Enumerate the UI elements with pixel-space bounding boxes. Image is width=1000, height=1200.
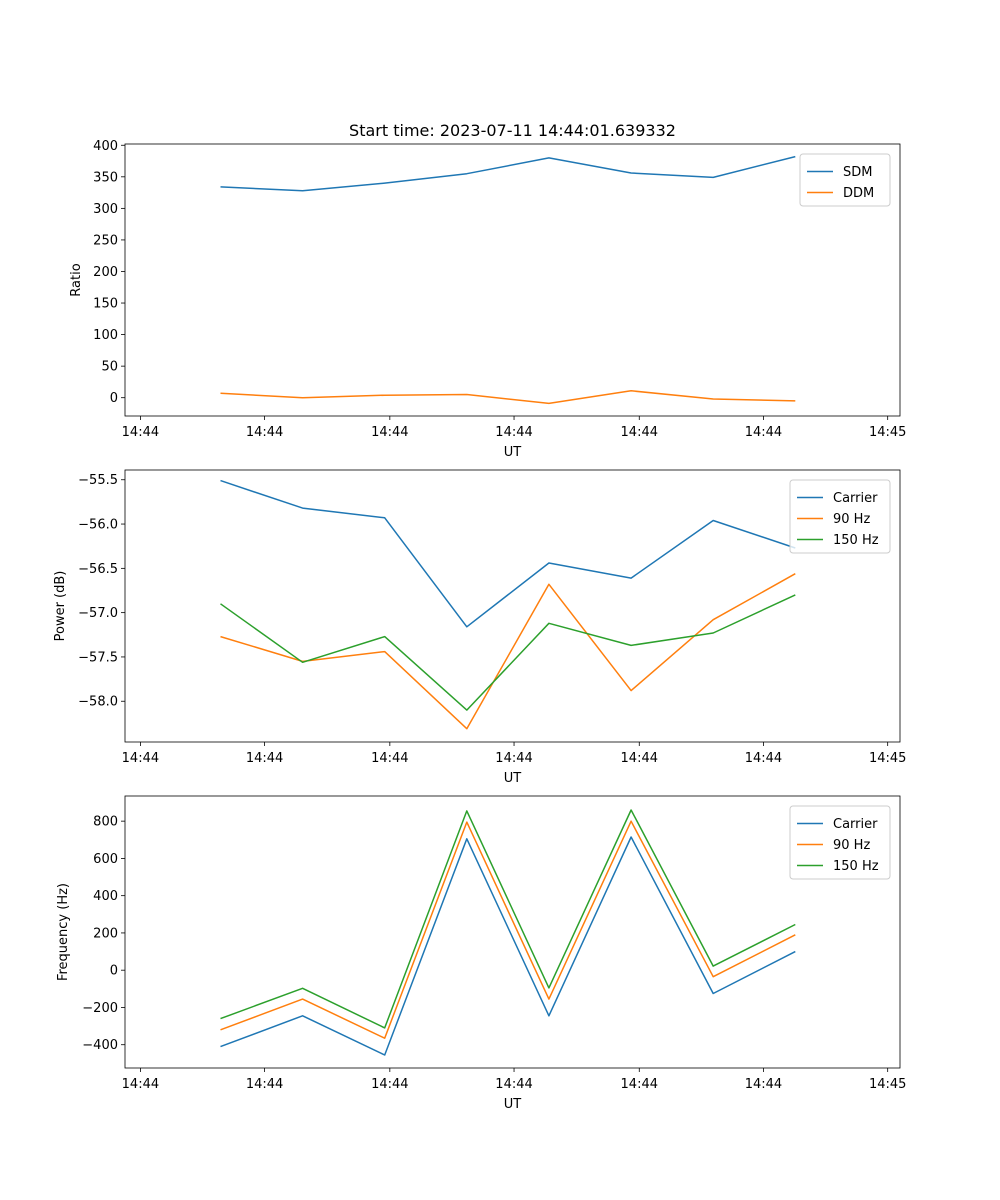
y-tick-label: −57.5: [78, 650, 118, 665]
series-line-ddm: [220, 390, 796, 405]
x-tick-label: 14:44: [246, 425, 283, 440]
series-line-90-hz: [220, 820, 796, 1039]
x-tick-label: 14:44: [122, 1077, 159, 1092]
y-tick-label: 250: [93, 233, 118, 248]
y-tick-label: −58.0: [78, 695, 118, 710]
y-tick-label: 400: [93, 889, 118, 904]
x-tick-label: 14:45: [869, 1077, 906, 1092]
x-tick-label: 14:44: [495, 751, 532, 766]
series-line-90-hz: [220, 573, 796, 730]
legend-label-90-hz: 90 Hz: [833, 838, 870, 853]
x-axis-label: UT: [504, 445, 522, 460]
legend: Carrier 90 Hz 150 Hz: [789, 479, 891, 554]
x-tick-label: 14:45: [869, 425, 906, 440]
y-axis-label: Power (dB): [53, 571, 68, 642]
series-line-150-hz: [220, 594, 796, 711]
x-tick-label: 14:44: [621, 751, 658, 766]
legend: Carrier 90 Hz 150 Hz: [789, 805, 891, 880]
y-tick-label: 400: [93, 139, 118, 154]
x-tick-label: 14:44: [621, 425, 658, 440]
x-tick-label: 14:44: [371, 1077, 408, 1092]
axes-frame: [124, 469, 901, 743]
y-axis-label: Ratio: [69, 263, 84, 296]
y-tick-label: −200: [82, 1001, 118, 1016]
y-tick-label: 300: [93, 202, 118, 217]
x-tick-label: 14:44: [495, 1077, 532, 1092]
y-tick-label: 200: [93, 926, 118, 941]
frequency-chart: 14:44 14:44 14:44 14:44 14:44 14:44 14:45 −400 −…: [56, 795, 906, 1112]
y-tick-label: −55.5: [78, 473, 118, 488]
y-tick-label: −56.0: [78, 518, 118, 533]
series-line-sdm: [220, 155, 796, 192]
x-tick-label: 14:44: [745, 1077, 782, 1092]
x-tick-label: 14:44: [371, 425, 408, 440]
x-tick-label: 14:44: [621, 1077, 658, 1092]
legend-label-150-hz: 150 Hz: [833, 859, 879, 874]
y-tick-label: −57.0: [78, 606, 118, 621]
y-tick-label: 150: [93, 297, 118, 312]
ratio-chart: 14:44 14:44 14:44 14:44 14:44 14:44 14:45 0 50 10…: [69, 139, 906, 460]
x-tick-label: 14:44: [122, 425, 159, 440]
y-tick-label: 100: [93, 328, 118, 343]
series-line-150-hz: [220, 809, 796, 1029]
legend-label-90-hz: 90 Hz: [833, 512, 870, 527]
y-tick-label: 600: [93, 852, 118, 867]
x-tick-label: 14:44: [745, 751, 782, 766]
x-tick-label: 14:44: [495, 425, 532, 440]
series-line-carrier: [220, 836, 796, 1056]
x-tick-label: 14:45: [869, 751, 906, 766]
legend-label-ddm: DDM: [843, 186, 874, 201]
series-line-carrier: [220, 479, 796, 628]
legend-label-carrier: Carrier: [833, 491, 878, 506]
legend-label-sdm: SDM: [843, 165, 872, 180]
axes-frame: [124, 143, 901, 417]
legend-label-carrier: Carrier: [833, 817, 878, 832]
x-tick-label: 14:44: [246, 751, 283, 766]
y-tick-label: 0: [110, 964, 118, 979]
legend-label-150-hz: 150 Hz: [833, 533, 879, 548]
figure-title: Start time: 2023-07-11 14:44:01.639332: [349, 121, 676, 140]
y-tick-label: 50: [101, 360, 118, 375]
x-tick-label: 14:44: [371, 751, 408, 766]
x-axis-label: UT: [504, 771, 522, 786]
y-axis-label: Frequency (Hz): [56, 883, 71, 981]
x-tick-label: 14:44: [122, 751, 159, 766]
y-tick-label: 800: [93, 815, 118, 830]
x-tick-label: 14:44: [745, 425, 782, 440]
y-tick-label: −400: [82, 1038, 118, 1053]
axes-frame: [124, 795, 901, 1069]
x-tick-label: 14:44: [246, 1077, 283, 1092]
y-tick-label: 0: [110, 391, 118, 406]
legend: SDM DDM: [799, 153, 891, 207]
power-chart: 14:44 14:44 14:44 14:44 14:44 14:44 14:45 −58.0…: [53, 469, 906, 786]
y-tick-label: 350: [93, 170, 118, 185]
y-tick-label: 200: [93, 265, 118, 280]
x-axis-label: UT: [504, 1097, 522, 1112]
y-tick-label: −56.5: [78, 562, 118, 577]
